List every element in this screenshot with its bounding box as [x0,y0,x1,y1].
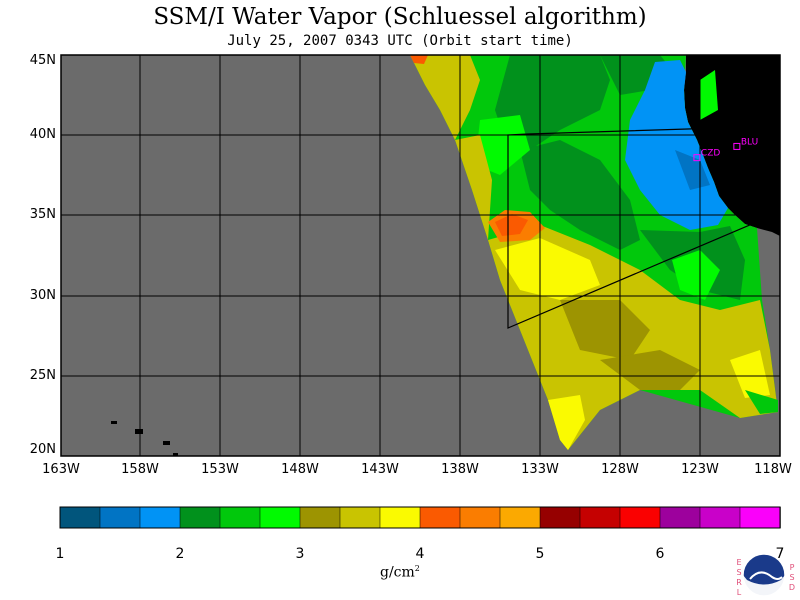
colorbar-swatch [699,506,741,529]
colorbar [59,506,781,529]
lon-label-123w: 123W [681,462,719,477]
colorbar-swatch [259,506,301,529]
colorbar-swatch [499,506,541,529]
lat-label-45n: 45N [29,53,56,68]
colorbar-tick-2: 2 [175,546,185,562]
logo-letter: E [736,558,742,567]
colorbar-swatch [179,506,221,529]
colorbar-swatch [659,506,701,529]
colorbar-tick-4: 4 [415,546,425,562]
colorbar-swatch [379,506,421,529]
station-label-blu: BLU [741,137,758,147]
logo-letter: S [789,573,795,582]
colorbar-swatch [139,506,181,529]
colorbar-swatch [339,506,381,529]
lat-label-35n: 35N [29,207,56,222]
logo-letter: S [736,568,742,577]
colorbar-swatch [739,506,781,529]
colorbar-unit: g/cm2 [380,564,420,581]
graticule [61,55,780,456]
colorbar-swatch [59,506,101,529]
lon-label-163w: 163W [42,462,80,477]
colorbar-swatch [99,506,141,529]
lat-label-25n: 25N [29,368,56,383]
colorbar-swatch [419,506,461,529]
lon-label-158w: 158W [121,462,159,477]
lon-label-128w: 128W [601,462,639,477]
noaa-logo [742,553,786,597]
colorbar-tick-6: 6 [655,546,665,562]
colorbar-swatch [539,506,581,529]
colorbar-frame [59,506,781,529]
lon-label-138w: 138W [441,462,479,477]
station-marker-czd [693,154,701,162]
station-marker-blu [733,142,741,150]
colorbar-swatch [219,506,261,529]
logo-letter: D [788,583,796,592]
colorbar-tick-7: 7 [775,546,785,562]
colorbar-tick-1: 1 [55,546,65,562]
lat-label-30n: 30N [29,288,56,303]
logo-letter: P [789,563,795,572]
colorbar-swatch [619,506,661,529]
map-subtitle: July 25, 2007 0343 UTC (Orbit start time… [227,33,573,49]
unit-exponent: 2 [414,564,420,573]
map-frame [60,54,781,457]
map-title: SSM/I Water Vapor (Schluessel algorithm) [153,4,647,30]
study-area-outline [507,127,753,329]
colorbar-tick-3: 3 [295,546,305,562]
lat-label-20n: 20N [29,442,56,457]
colorbar-tick-5: 5 [535,546,545,562]
low-vapor-patch [625,60,728,230]
lon-label-153w: 153W [201,462,239,477]
lat-label-40n: 40N [29,127,56,142]
colorbar-swatch [579,506,621,529]
logo-letters-left: E S R L [735,558,743,598]
logo-letter: R [736,578,742,587]
logo-letters-right: P S D [788,563,796,593]
station-label-czd: CZD [701,149,720,159]
unit-base: g/cm [380,564,415,581]
logo-letter: L [736,588,742,597]
lon-label-148w: 148W [281,462,319,477]
lon-label-143w: 143W [361,462,399,477]
lon-label-118w: 118W [754,462,792,477]
colorbar-swatch [299,506,341,529]
colorbar-swatch [459,506,501,529]
lon-label-133w: 133W [521,462,559,477]
